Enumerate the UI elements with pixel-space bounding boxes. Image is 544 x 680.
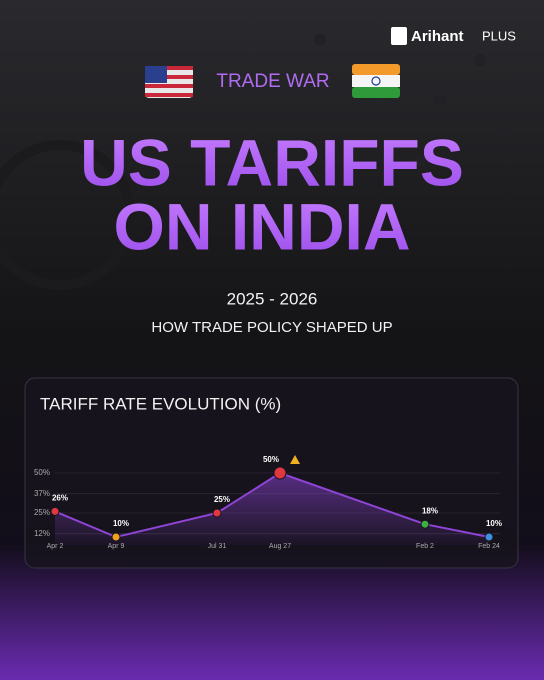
brand-name: Arihant	[411, 28, 464, 45]
point	[212, 508, 222, 518]
x-tick-label: Apr 2	[47, 543, 64, 550]
area	[55, 473, 489, 545]
x-tick-label: Aug 27	[269, 543, 291, 550]
title-line: US TARIFFS	[80, 125, 464, 199]
x-tick-label: Apr 9	[108, 543, 125, 550]
brand-suffix: PLUS	[482, 28, 516, 43]
value-label: 25%	[214, 495, 230, 504]
y-tick-label: 25%	[34, 508, 50, 517]
y-tick-label: 37%	[34, 489, 50, 498]
years: 2025 - 2026	[227, 289, 318, 308]
x-tick-label: Feb 24	[478, 543, 500, 550]
point	[420, 519, 430, 529]
point	[273, 466, 287, 480]
subtitle: HOW TRADE POLICY SHAPED UP	[151, 319, 392, 336]
chakra-decoration	[0, 140, 135, 290]
value-label: 50%	[263, 455, 279, 464]
title-line: ON INDIA	[114, 189, 411, 263]
line	[54, 471, 490, 539]
value-label: 10%	[486, 519, 502, 528]
brand-logo	[391, 27, 407, 45]
y-tick-label: 50%	[34, 468, 50, 477]
value-label: 10%	[113, 519, 129, 528]
warning-icon	[290, 455, 300, 464]
point	[50, 506, 60, 516]
x-tick-label: Jul 31	[208, 543, 227, 550]
header-label: TRADE WAR	[216, 71, 329, 92]
us-flag	[145, 66, 193, 98]
stars-decoration	[314, 34, 506, 166]
point	[111, 532, 121, 542]
x-tick-label: Feb 2	[416, 543, 434, 550]
y-tick-label: 12%	[34, 529, 50, 538]
value-label: 18%	[422, 506, 438, 515]
chart-title: TARIFF RATE EVOLUTION (%)	[40, 394, 281, 413]
india-flag	[352, 64, 400, 98]
value-label: 26%	[52, 494, 68, 503]
point	[484, 532, 494, 542]
